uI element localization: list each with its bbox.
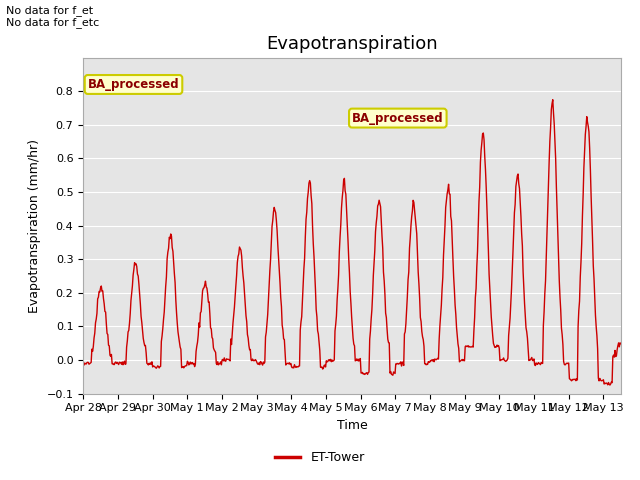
Legend: ET-Tower: ET-Tower bbox=[270, 446, 370, 469]
X-axis label: Time: Time bbox=[337, 419, 367, 432]
Y-axis label: Evapotranspiration (mm/hr): Evapotranspiration (mm/hr) bbox=[28, 139, 41, 312]
Text: BA_processed: BA_processed bbox=[88, 78, 179, 91]
Title: Evapotranspiration: Evapotranspiration bbox=[266, 35, 438, 53]
Text: No data for f_et
No data for f_etc: No data for f_et No data for f_etc bbox=[6, 5, 100, 28]
Text: BA_processed: BA_processed bbox=[352, 111, 444, 125]
